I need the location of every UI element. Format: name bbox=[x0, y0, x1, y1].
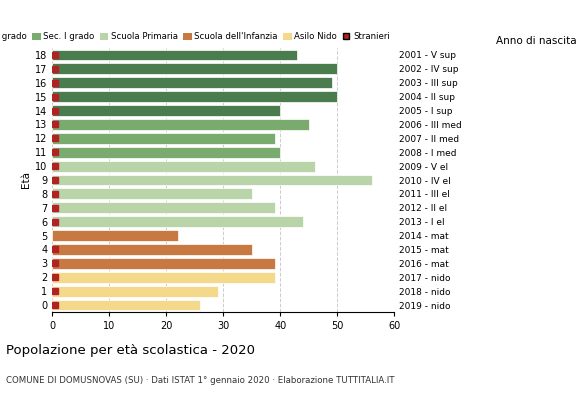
Legend: Sec. II grado, Sec. I grado, Scuola Primaria, Scuola dell'Infanzia, Asilo Nido, : Sec. II grado, Sec. I grado, Scuola Prim… bbox=[0, 32, 390, 41]
Bar bbox=[52, 161, 314, 172]
Bar bbox=[52, 258, 275, 269]
Bar bbox=[52, 300, 201, 310]
Bar bbox=[52, 147, 280, 158]
Text: Anno di nascita: Anno di nascita bbox=[496, 36, 577, 46]
Text: Popolazione per età scolastica - 2020: Popolazione per età scolastica - 2020 bbox=[6, 344, 255, 357]
Bar bbox=[52, 77, 332, 88]
Bar bbox=[52, 174, 372, 186]
Bar bbox=[52, 50, 298, 60]
Bar bbox=[52, 230, 177, 241]
Bar bbox=[52, 105, 280, 116]
Bar bbox=[52, 64, 338, 74]
Bar bbox=[52, 119, 309, 130]
Bar bbox=[52, 216, 303, 227]
Bar bbox=[52, 91, 338, 102]
Text: COMUNE DI DOMUSNOVAS (SU) · Dati ISTAT 1° gennaio 2020 · Elaborazione TUTTITALIA: COMUNE DI DOMUSNOVAS (SU) · Dati ISTAT 1… bbox=[6, 376, 394, 385]
Y-axis label: Età: Età bbox=[21, 172, 31, 188]
Bar bbox=[52, 286, 218, 296]
Bar bbox=[52, 188, 252, 199]
Bar bbox=[52, 244, 252, 255]
Bar bbox=[52, 133, 275, 144]
Bar bbox=[52, 272, 275, 283]
Bar bbox=[52, 202, 275, 213]
